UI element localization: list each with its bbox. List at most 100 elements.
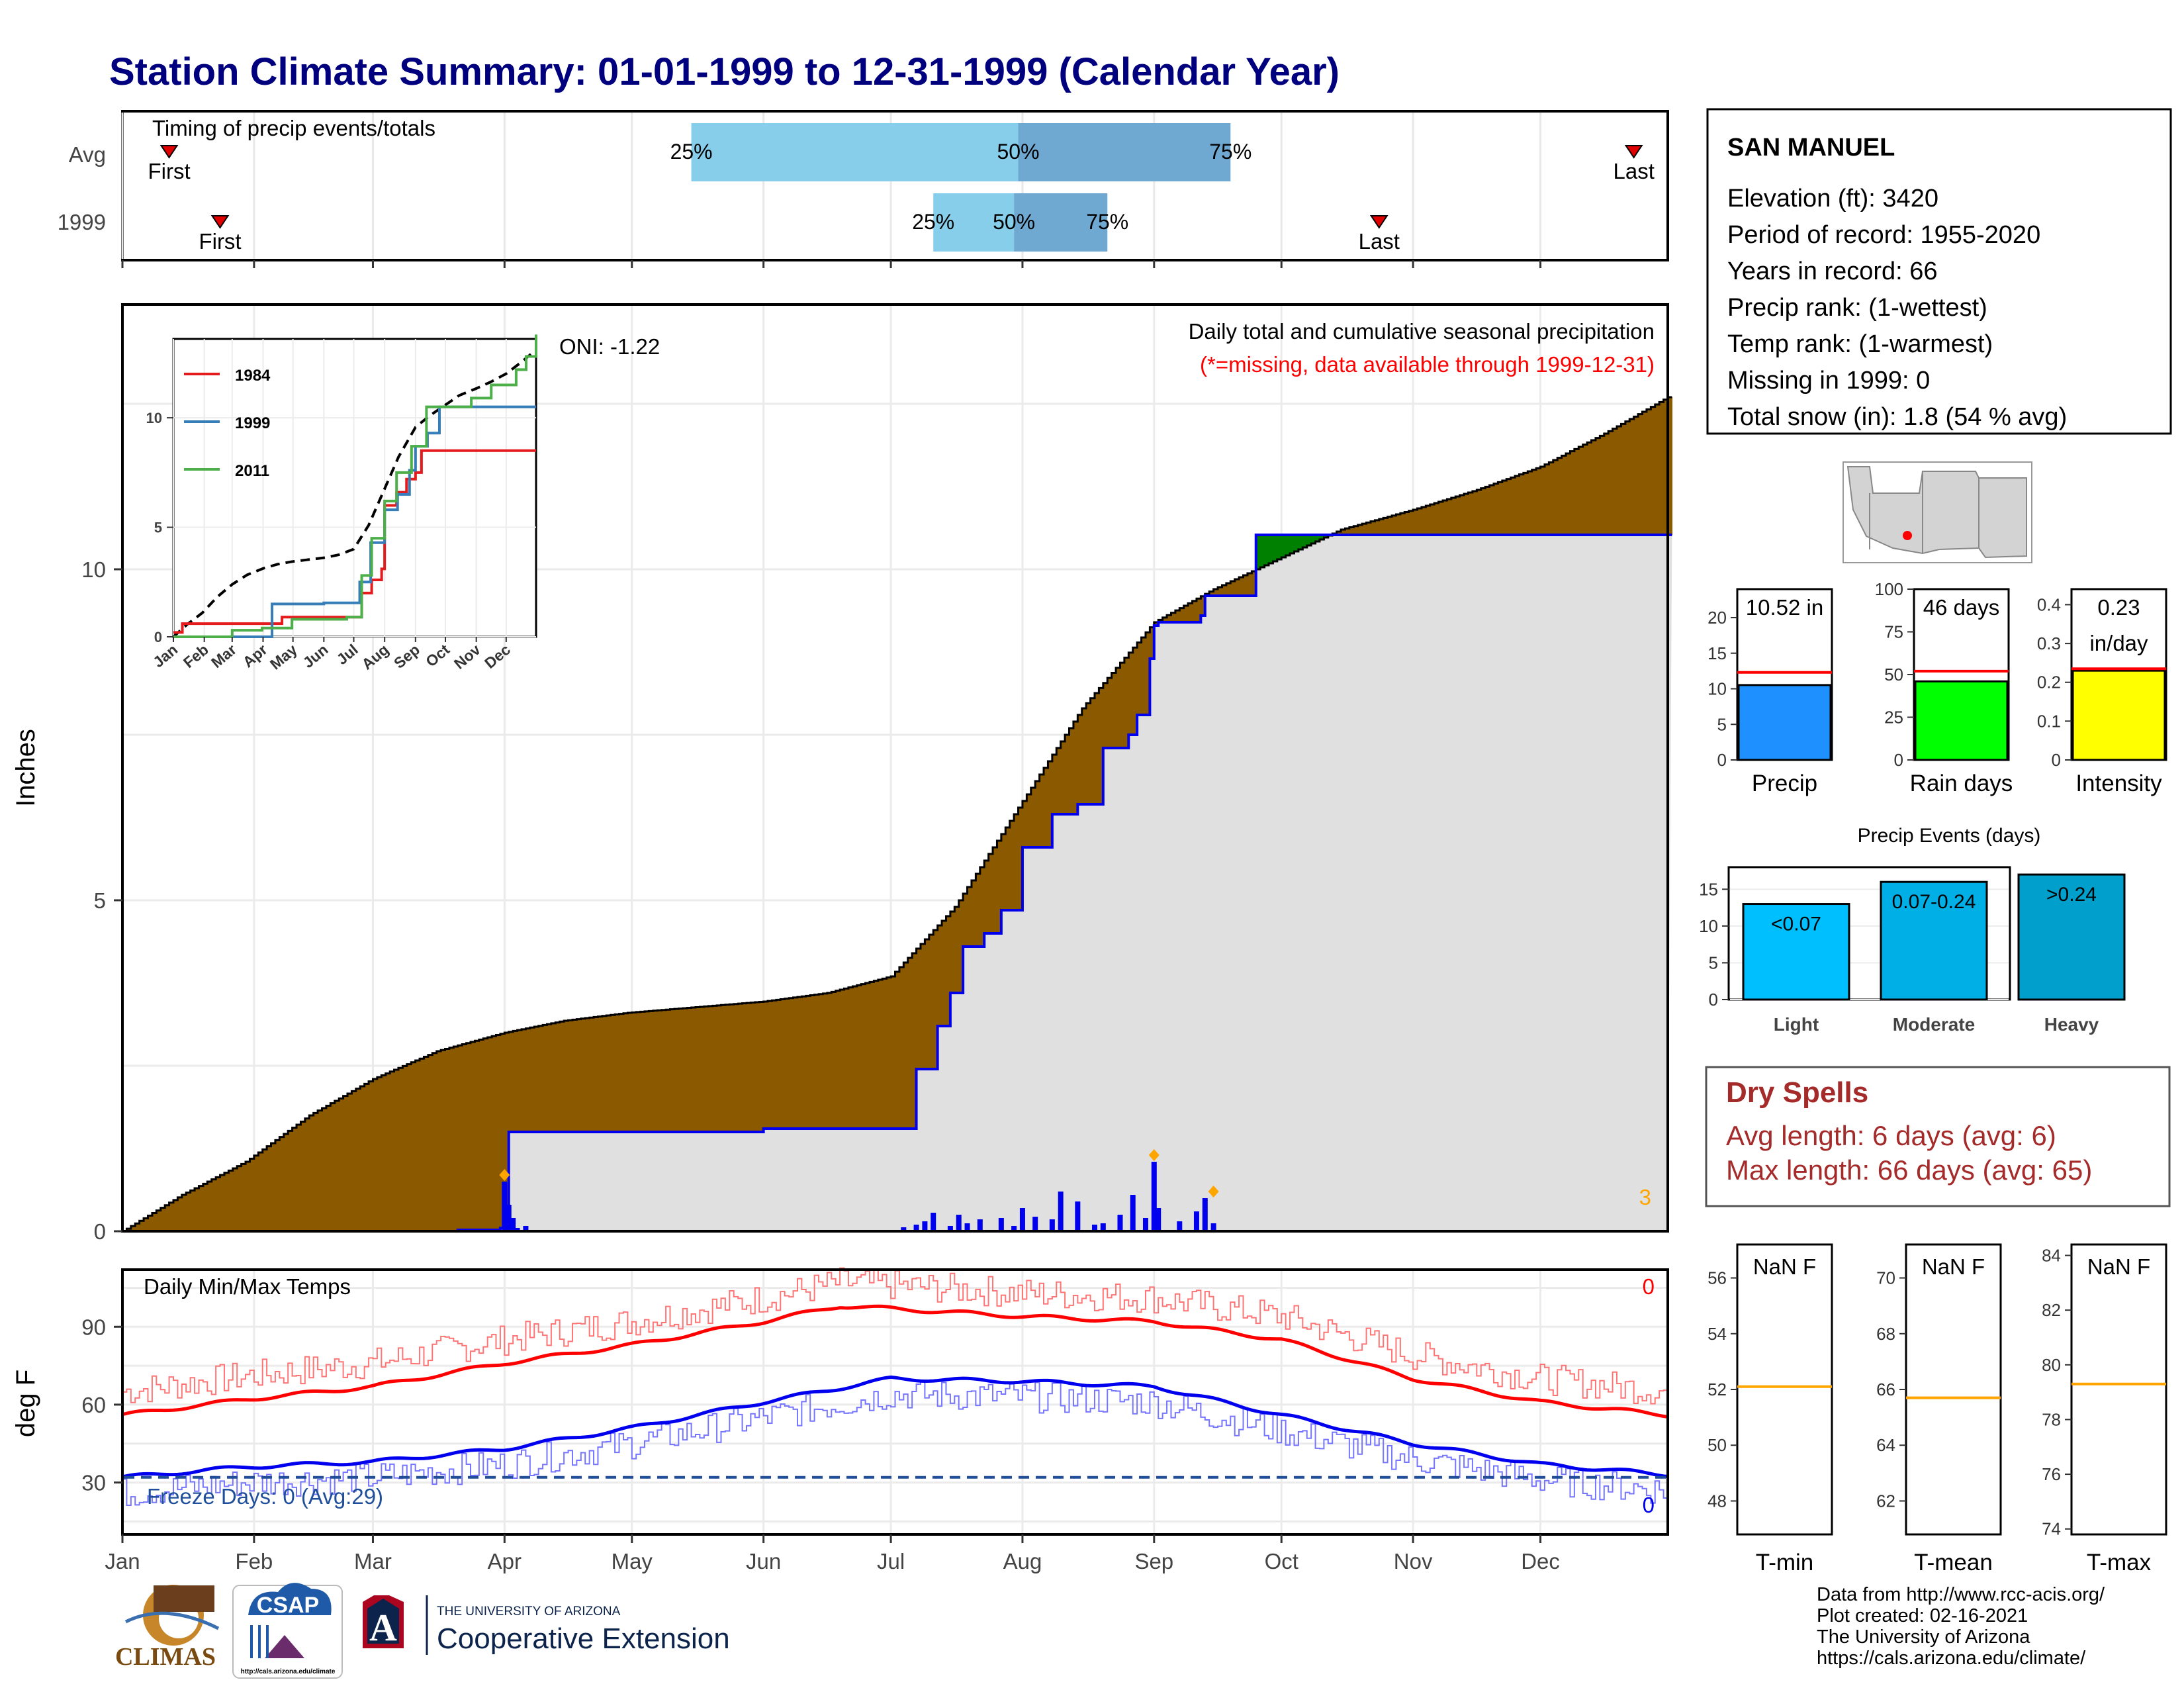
month-label: Mar — [354, 1549, 392, 1573]
deficit-segment — [819, 994, 824, 1129]
gauge-value-text: 0.23 — [2097, 595, 2140, 620]
temp-gauge-value: NaN F — [2087, 1254, 2150, 1279]
deficit-segment — [1120, 663, 1125, 748]
deficit-segment — [746, 1003, 751, 1132]
deficit-segment — [241, 1164, 246, 1231]
deficit-segment — [594, 1017, 599, 1132]
deficit-segment — [466, 1043, 471, 1230]
deficit-segment — [827, 993, 832, 1129]
surplus-segment — [1302, 535, 1308, 547]
deficit-segment — [304, 1118, 310, 1231]
deficit-segment — [330, 1103, 336, 1231]
daily-precip-bar — [1117, 1215, 1123, 1231]
daily-precip-bar — [998, 1218, 1004, 1231]
deficit-segment — [483, 1038, 488, 1230]
deficit-segment — [882, 978, 887, 1129]
deficit-segment — [1387, 516, 1392, 535]
daily-precip-bar — [1019, 1208, 1025, 1231]
station-line-6: Missing in 1999: 0 — [1727, 367, 1930, 395]
deficit-segment — [216, 1177, 221, 1231]
precip-ytick-label: 0 — [94, 1219, 106, 1244]
deficit-segment — [899, 967, 904, 1129]
deficit-segment — [504, 1033, 510, 1228]
ua-logo: A THE UNIVERSITY OF ARIZONA Cooperative … — [363, 1595, 730, 1655]
deficit-segment — [1065, 735, 1070, 814]
month-label: May — [612, 1549, 653, 1573]
daily-precip-bar — [947, 1226, 953, 1231]
deficit-segment — [1642, 412, 1647, 535]
deficit-segment — [776, 1000, 781, 1129]
deficit-segment — [1646, 409, 1651, 535]
deficit-segment — [1035, 781, 1040, 847]
deficit-segment — [657, 1010, 662, 1132]
deficit-segment — [453, 1047, 459, 1231]
month-axis: Jan Feb Mar Apr May Jun Jul Aug Sep Oct Nov Dec — [105, 1534, 1560, 1573]
daily-precip-bar — [523, 1226, 529, 1231]
deficit-segment — [891, 976, 896, 1129]
deficit-segment — [1026, 794, 1032, 847]
deficit-segment — [865, 983, 870, 1129]
freeze-note: Freeze Days: 0 (Avg:29) — [147, 1484, 383, 1509]
temp-ytick-label: 90 — [81, 1315, 106, 1339]
deficit-segment — [1519, 474, 1524, 535]
deficit-segment — [1408, 510, 1414, 535]
timing-title: Timing of precip events/totals — [152, 116, 435, 140]
deficit-segment — [424, 1056, 429, 1231]
climas-wordmark: CLIMAS — [115, 1643, 216, 1671]
deficit-segment — [1655, 404, 1660, 535]
surplus-segment — [1281, 535, 1287, 557]
deficit-segment — [920, 944, 926, 1069]
deficit-segment — [682, 1008, 688, 1132]
deficit-segment — [271, 1143, 276, 1231]
deficit-segment — [979, 867, 985, 947]
daily-precip-bar — [913, 1225, 919, 1231]
deficit-segment — [436, 1051, 441, 1231]
station-line-4: Precip rank: (1-wettest) — [1727, 294, 1987, 322]
dry-spells-title: Dry Spells — [1726, 1076, 1868, 1109]
deficit-segment — [1464, 494, 1469, 535]
events-ytick-label: 5 — [1709, 953, 1718, 972]
timing-q50-q75-bar — [1014, 193, 1108, 252]
deficit-segment — [861, 984, 866, 1129]
deficit-segment — [967, 887, 972, 947]
timing-q25-label: 25% — [670, 140, 713, 164]
deficit-segment — [347, 1094, 353, 1231]
station-line-2: Period of record: 1955-2020 — [1727, 221, 2040, 249]
daily-precip-bar — [901, 1227, 907, 1231]
daily-precip-bar — [977, 1219, 983, 1231]
timing-last-label: Last — [1359, 229, 1400, 254]
deficit-segment — [976, 874, 981, 947]
events-bar-label: >0.24 — [2046, 884, 2097, 906]
timing-first-marker — [159, 145, 179, 159]
deficit-segment — [831, 992, 837, 1129]
deficit-segment — [373, 1079, 378, 1231]
gauge-bar — [2071, 669, 2166, 761]
deficit-segment — [513, 1031, 518, 1132]
deficit-segment — [1141, 637, 1146, 715]
deficit-segment — [589, 1017, 594, 1132]
precip-events-title: Precip Events (days) — [1858, 825, 2041, 847]
deficit-segment — [1239, 577, 1244, 596]
deficit-segment — [525, 1028, 531, 1132]
station-line-3: Years in record: 66 — [1727, 258, 1938, 285]
daily-precip-bar — [1075, 1201, 1081, 1231]
deficit-segment — [636, 1011, 641, 1132]
surplus-segment — [1311, 535, 1316, 543]
surplus-segment — [1290, 535, 1295, 553]
deficit-segment — [160, 1207, 165, 1231]
events-ytick-label: 10 — [1699, 916, 1718, 936]
daily-max-marker — [1208, 1186, 1219, 1197]
daily-precip-bar — [931, 1213, 936, 1231]
deficit-segment — [1510, 477, 1516, 535]
deficit-segment — [1506, 479, 1512, 535]
station-info-box: SAN MANUEL Elevation (ft): 3420 Period o… — [1706, 108, 2172, 435]
deficit-segment — [326, 1105, 331, 1231]
deficit-segment — [1561, 455, 1567, 535]
deficit-segment — [678, 1008, 684, 1132]
deficit-segment — [1434, 503, 1439, 535]
deficit-segment — [666, 1009, 671, 1132]
precip-areas — [122, 396, 1673, 1233]
events-bar — [1880, 880, 1988, 1001]
deficit-segment — [1600, 436, 1605, 535]
